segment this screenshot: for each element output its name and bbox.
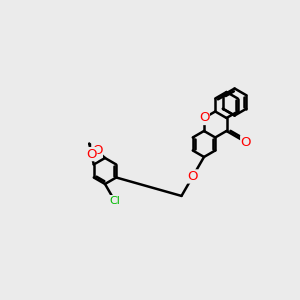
Text: O: O [241,136,251,149]
Text: O: O [188,170,198,183]
Text: Cl: Cl [109,196,120,206]
Text: O: O [92,144,102,158]
Text: O: O [199,112,209,124]
Text: O: O [86,148,97,160]
